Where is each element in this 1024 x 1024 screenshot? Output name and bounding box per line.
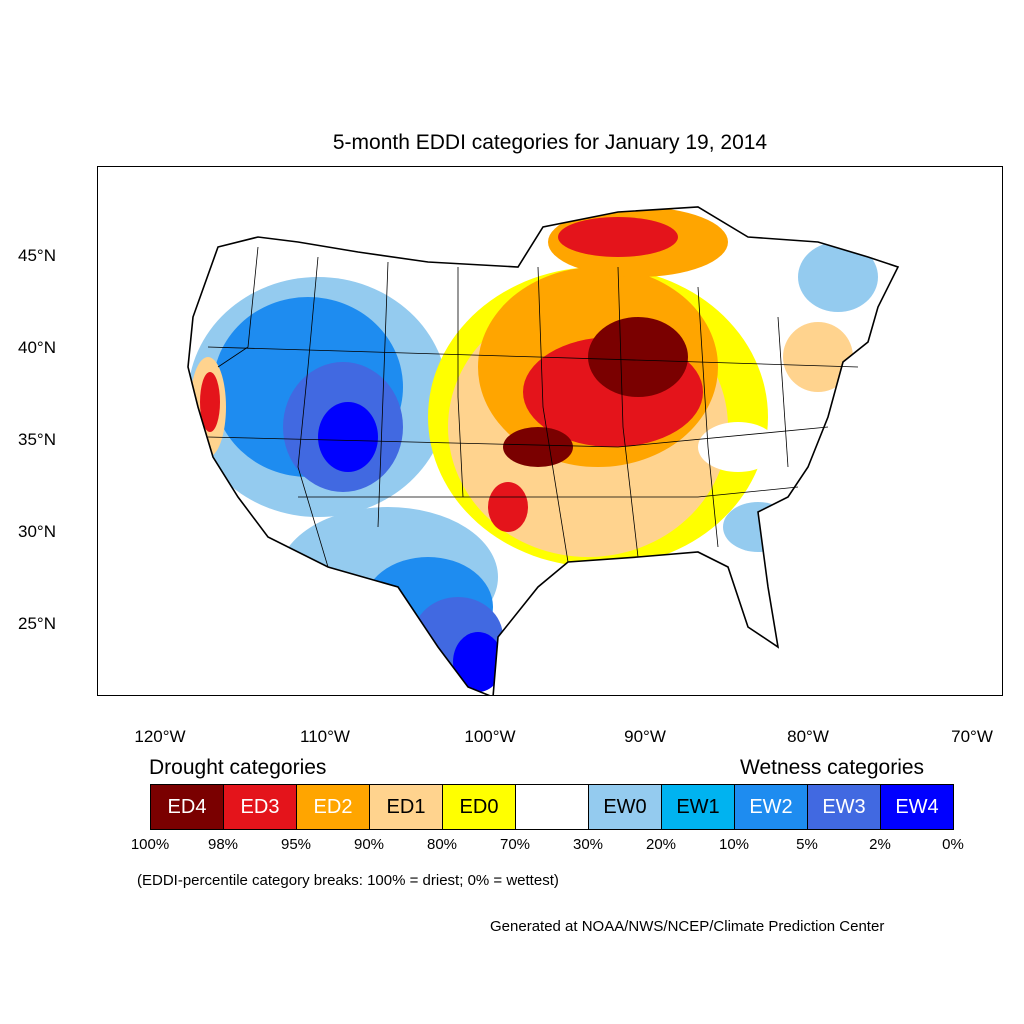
lon-label-110: 110°W [300, 727, 350, 746]
legend-box-neutral [515, 784, 589, 830]
credit-text: Generated at NOAA/NWS/NCEP/Climate Predi… [490, 918, 885, 935]
lon-label-90: 90°W [624, 727, 666, 746]
legend-break-label: 98% [207, 836, 239, 853]
lat-label-25: 25°N [18, 614, 56, 633]
legend-break-label: 70% [499, 836, 531, 853]
eddi-shading [188, 207, 898, 695]
legend-box-ew4: EW4 [880, 784, 954, 830]
legend-break-label: 80% [426, 836, 458, 853]
wetness-categories-title: Wetness categories [740, 756, 925, 779]
lon-label-80: 80°W [787, 727, 829, 746]
legend-box-ed4: ED4 [150, 784, 224, 830]
legend-break-label: 30% [572, 836, 604, 853]
legend-box-ew2: EW2 [734, 784, 808, 830]
lon-label-100: 100°W [464, 727, 516, 746]
legend-break-label: 95% [280, 836, 312, 853]
drought-categories-title: Drought categories [149, 756, 327, 779]
lat-label-35: 35°N [18, 430, 56, 449]
lat-label-40: 40°N [18, 338, 56, 357]
legend-box-ew0: EW0 [588, 784, 662, 830]
legend-break-label: 0% [942, 836, 964, 853]
legend-box-ed1: ED1 [369, 784, 443, 830]
legend-break-label: 5% [796, 836, 818, 853]
lat-label-30: 30°N [18, 522, 56, 541]
eddi-map [97, 166, 1003, 696]
legend-break-label: 2% [869, 836, 891, 853]
legend-box-ew3: EW3 [807, 784, 881, 830]
lat-label-45: 45°N [18, 246, 56, 265]
legend-box-ed2: ED2 [296, 784, 370, 830]
category-breaks-note: (EDDI-percentile category breaks: 100% =… [137, 872, 559, 889]
legend-box-ew1: EW1 [661, 784, 735, 830]
legend-box-ed0: ED0 [442, 784, 516, 830]
eddi-map-graphic [187, 206, 900, 695]
map-title: 5-month EDDI categories for January 19, … [332, 131, 768, 154]
lon-label-120: 120°W [134, 727, 186, 746]
legend-box-ed3: ED3 [223, 784, 297, 830]
legend-break-label: 10% [718, 836, 750, 853]
lon-label-70: 70°W [951, 727, 993, 746]
legend-break-label: 100% [130, 836, 170, 853]
legend-break-label: 90% [353, 836, 385, 853]
legend-break-label: 20% [645, 836, 677, 853]
